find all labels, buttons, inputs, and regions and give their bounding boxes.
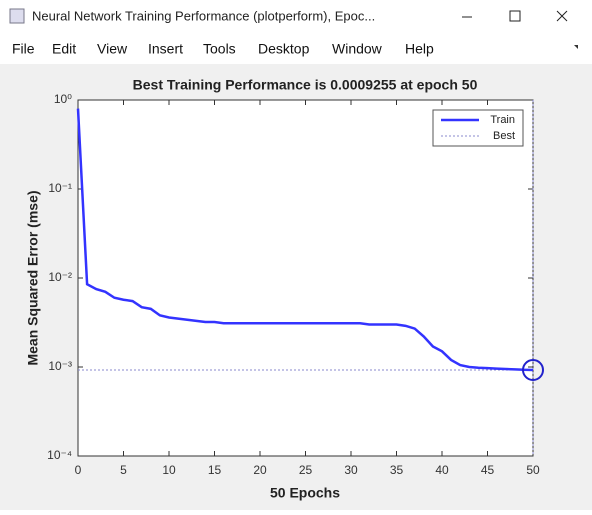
x-tick-label: 20 xyxy=(253,463,267,477)
menu-bar xyxy=(0,34,592,64)
axes-background xyxy=(78,100,533,456)
menu-item[interactable]: Edit xyxy=(52,41,76,57)
y-tick-label: 10⁻² xyxy=(48,270,72,284)
app-icon xyxy=(9,8,25,24)
x-tick-label: 40 xyxy=(435,463,449,477)
x-tick-label: 15 xyxy=(208,463,222,477)
menu-item[interactable]: Desktop xyxy=(258,41,310,57)
x-tick-label: 0 xyxy=(75,463,82,477)
menu-item[interactable]: File xyxy=(12,41,35,57)
legend-label: Best xyxy=(493,130,515,142)
best-marker xyxy=(522,358,544,381)
menu-item[interactable]: Help xyxy=(405,41,434,57)
x-tick-label: 30 xyxy=(344,463,358,477)
chart-title: Best Training Performance is 0.0009255 a… xyxy=(133,77,478,93)
x-tick-label: 50 xyxy=(526,463,540,477)
x-tick-label: 35 xyxy=(390,463,404,477)
train-line xyxy=(76,108,534,372)
y-tick-label: 10⁰ xyxy=(54,92,72,106)
x-tick-label: 10 xyxy=(162,463,176,477)
legend-label: Train xyxy=(490,114,515,126)
y-tick-label: 10⁻³ xyxy=(48,359,72,373)
window-title: Neural Network Training Performance (plo… xyxy=(32,8,375,23)
legend-box xyxy=(432,109,524,147)
maximize-button[interactable] xyxy=(509,10,521,22)
close-button[interactable] xyxy=(556,10,568,22)
y-tick-label: 10⁻¹ xyxy=(48,181,72,195)
x-axis-label: 50 Epochs xyxy=(270,485,340,501)
x-tick-label: 45 xyxy=(481,463,495,477)
menu-item[interactable]: Insert xyxy=(148,41,183,57)
x-tick-label: 25 xyxy=(299,463,313,477)
y-axis-label: Mean Squared Error (mse) xyxy=(25,190,41,365)
menu-item[interactable]: Tools xyxy=(203,41,236,57)
dock-arrow xyxy=(574,45,578,49)
y-tick-label: 10⁻⁴ xyxy=(47,448,72,462)
menu-item[interactable]: View xyxy=(97,41,128,57)
menu-item[interactable]: Window xyxy=(332,41,383,57)
x-tick-label: 5 xyxy=(120,463,127,477)
title-bar xyxy=(0,0,592,34)
